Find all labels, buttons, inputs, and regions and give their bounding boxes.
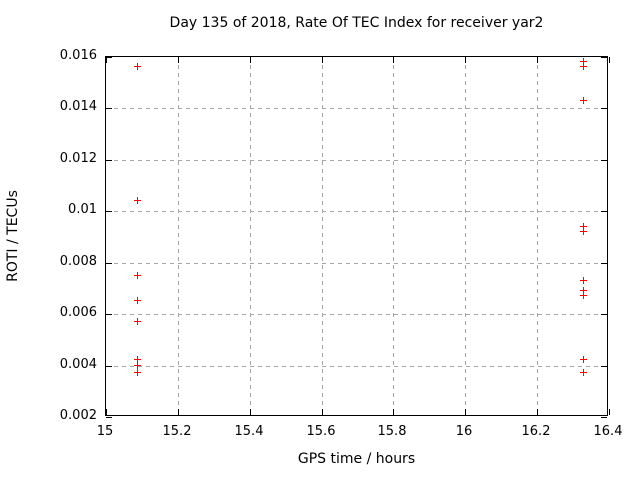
y-tick-mark [106,263,112,264]
data-point-marker [134,356,142,364]
x-tick-mark [609,409,610,415]
data-point-marker [579,369,587,377]
x-tick-label: 15.2 [162,424,192,439]
data-point-marker [579,58,587,66]
x-tick-mark [322,57,323,63]
gridline-horizontal [106,160,607,161]
y-tick-mark [106,108,112,109]
y-tick-mark [601,160,607,161]
y-tick-mark [106,211,112,212]
y-tick-label: 0.008 [59,254,97,269]
data-point-marker [579,292,587,300]
x-tick-mark [537,409,538,415]
x-tick-label: 15.8 [377,424,407,439]
x-tick-label: 16.4 [593,424,623,439]
x-tick-label: 16 [455,424,473,439]
data-point-marker [134,271,142,279]
data-point-marker [134,317,142,325]
y-tick-label: 0.01 [68,202,97,217]
x-tick-label: 15.4 [234,424,264,439]
y-tick-mark [106,314,112,315]
data-point-marker [134,369,142,377]
data-point-marker [579,227,587,235]
y-tick-mark [601,263,607,264]
data-point-marker [134,361,142,369]
y-tick-mark [106,366,112,367]
gridline-vertical [537,57,538,415]
gridline-vertical [250,57,251,415]
x-tick-mark [322,409,323,415]
y-tick-mark [601,366,607,367]
y-tick-mark [601,57,607,58]
data-point-marker [134,63,142,71]
gridline-vertical [393,57,394,415]
y-tick-mark [601,314,607,315]
x-tick-mark [250,57,251,63]
x-tick-mark [393,409,394,415]
x-tick-mark [106,409,107,415]
y-axis-label: ROTI / TECUs [5,190,21,282]
gridline-vertical [465,57,466,415]
gridline-horizontal [106,211,607,212]
y-tick-mark [106,57,112,58]
x-tick-mark [393,57,394,63]
x-tick-label: 16.2 [521,424,551,439]
gridline-horizontal [106,314,607,315]
x-tick-mark [609,57,610,63]
data-point-marker [579,287,587,294]
x-tick-mark [465,57,466,63]
plot-area [105,56,610,418]
data-point-marker [579,63,587,71]
y-tick-label: 0.004 [59,357,97,372]
x-tick-label: 15.6 [306,424,336,439]
y-tick-label: 0.002 [59,408,97,423]
x-tick-mark [178,409,179,415]
data-point-marker [579,276,587,284]
x-tick-label: 15 [96,424,114,439]
data-point-marker [579,356,587,364]
y-tick-mark [601,417,607,418]
gridline-horizontal [106,263,607,264]
y-tick-label: 0.012 [59,151,97,166]
y-tick-label: 0.014 [59,99,97,114]
x-tick-mark [465,409,466,415]
y-tick-mark [601,211,607,212]
data-point-marker [579,222,587,230]
x-tick-mark [537,57,538,63]
gridline-vertical [178,57,179,415]
gridline-horizontal [106,366,607,367]
gridline-vertical [322,57,323,415]
data-point-marker [134,197,142,204]
y-tick-mark [106,417,112,418]
x-tick-mark [106,57,107,63]
gridline-horizontal [106,108,607,109]
data-point-marker [134,297,142,305]
data-point-marker [579,96,587,104]
y-tick-mark [106,160,112,161]
x-axis-label: GPS time / hours [297,451,416,467]
y-tick-label: 0.006 [59,305,97,320]
y-tick-mark [601,108,607,109]
x-tick-mark [250,409,251,415]
chart-title: Day 135 of 2018, Rate Of TEC Index for r… [169,15,544,31]
y-tick-label: 0.016 [59,48,97,63]
x-tick-mark [178,57,179,63]
